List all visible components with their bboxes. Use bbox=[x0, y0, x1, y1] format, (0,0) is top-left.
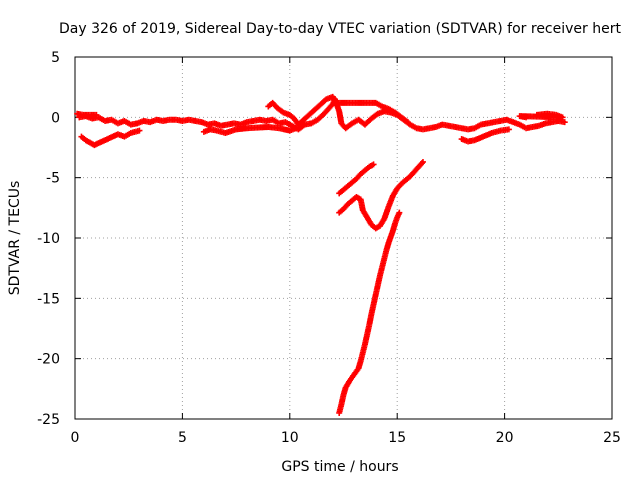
x-tick-label: 25 bbox=[603, 430, 621, 446]
data-point bbox=[404, 119, 411, 126]
y-tick-label: -20 bbox=[37, 352, 60, 368]
data-point bbox=[93, 111, 100, 118]
x-tick-label: 10 bbox=[281, 430, 299, 446]
series-midlevel-branch-a bbox=[336, 161, 377, 197]
data-point bbox=[523, 114, 530, 121]
x-tick-label: 0 bbox=[71, 430, 80, 446]
axis-ticks: 0 5 10 15 20 25 -25 -20 -15 -10 -5 0 5 bbox=[37, 50, 621, 446]
x-tick-label: 20 bbox=[496, 430, 514, 446]
y-tick-label: -25 bbox=[37, 412, 60, 428]
y-tick-label: 5 bbox=[51, 50, 60, 66]
series-lower-band bbox=[78, 123, 512, 149]
y-axis-label: SDTVAR / TECUs bbox=[7, 181, 23, 296]
data-point bbox=[561, 119, 568, 126]
data-point bbox=[293, 125, 300, 132]
y-tick-label: -15 bbox=[37, 291, 60, 307]
chart-title: Day 326 of 2019, Sidereal Day-to-day VTE… bbox=[59, 21, 621, 37]
data-point bbox=[505, 126, 512, 133]
series-steep-branch bbox=[336, 209, 403, 416]
data-points bbox=[74, 93, 568, 416]
y-tick-label: -10 bbox=[37, 231, 60, 247]
x-axis-label: GPS time / hours bbox=[281, 459, 398, 475]
data-point bbox=[370, 161, 377, 168]
series-midlevel-branch-b bbox=[336, 158, 426, 232]
x-tick-label: 5 bbox=[178, 430, 187, 446]
y-tick-label: 0 bbox=[51, 110, 60, 126]
data-point bbox=[396, 209, 403, 216]
series-main-band bbox=[76, 96, 568, 133]
data-point bbox=[419, 158, 426, 165]
series-upper-band bbox=[74, 93, 566, 128]
x-tick-label: 15 bbox=[388, 430, 406, 446]
data-point bbox=[136, 127, 143, 134]
y-tick-label: -5 bbox=[46, 171, 60, 187]
